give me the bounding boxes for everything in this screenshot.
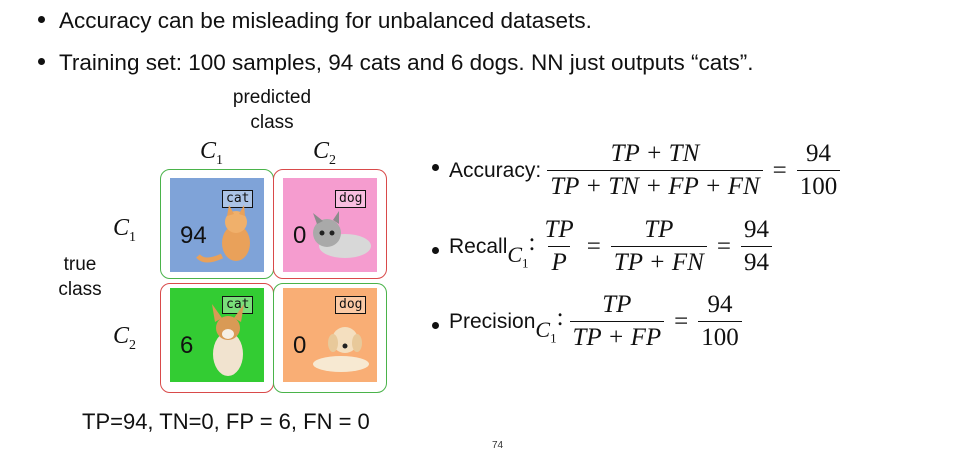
accuracy-numerator: TP + TN [608, 140, 703, 170]
recall-fraction-1: TP P [542, 216, 577, 277]
recall-class-subscript: C1 [507, 242, 528, 271]
predicted-label-line1: predicted [212, 85, 332, 110]
row-header-c1: C1 [113, 215, 136, 246]
red-frame-c1-c2 [273, 169, 387, 279]
accuracy-fraction: TP + TN TP + TN + FP + FN [547, 140, 762, 201]
true-label-line1: true [40, 252, 120, 277]
recall-result-numerator: 94 [741, 216, 772, 246]
recall-f1-denominator: P [548, 246, 569, 277]
precision-result-denominator: 100 [698, 321, 742, 352]
true-label-line2: class [40, 277, 120, 302]
bullet-dot [432, 322, 439, 329]
green-frame-c2-c2 [273, 283, 387, 393]
bullet-accuracy-misleading: Accuracy can be misleading for unbalance… [38, 8, 592, 34]
recall-label: Recall [449, 235, 507, 259]
precision-label: Precision [449, 310, 535, 334]
accuracy-result-denominator: 100 [797, 170, 841, 201]
red-frame-c2-c1 [160, 283, 274, 393]
precision-class-subscript: C1 [535, 317, 556, 346]
true-class-label: true class [40, 252, 120, 302]
predicted-label-line2: class [212, 110, 332, 135]
confusion-summary: TP=94, TN=0, FP = 6, FN = 0 [82, 409, 370, 435]
green-frame-c1-c1 [160, 169, 274, 279]
recall-result-denominator: 94 [741, 246, 772, 277]
column-header-c2: C2 [313, 138, 336, 169]
precision-result: 94 100 [698, 291, 742, 352]
accuracy-label: Accuracy: [449, 159, 541, 183]
precision-result-numerator: 94 [705, 291, 736, 321]
precision-formula: Precision C1 : TP TP + FP = 94 100 [432, 291, 748, 352]
bullet-text: Accuracy can be misleading for unbalance… [59, 8, 592, 33]
recall-result: 94 94 [741, 216, 772, 277]
precision-colon: : [557, 304, 564, 332]
bullet-dot [432, 247, 439, 254]
recall-f2-numerator: TP [641, 216, 676, 246]
recall-fraction-2: TP TP + FN [611, 216, 707, 277]
bullet-dot [38, 58, 45, 65]
accuracy-result: 94 100 [797, 140, 841, 201]
precision-denominator: TP + FP [570, 321, 665, 352]
page-number: 74 [492, 440, 503, 451]
row-header-c2: C2 [113, 323, 136, 354]
precision-fraction: TP TP + FP [570, 291, 665, 352]
equals-sign: = [717, 233, 731, 261]
bullet-text: Training set: 100 samples, 94 cats and 6… [59, 50, 754, 75]
recall-formula: Recall C1 : TP P = TP TP + FN = 94 94 [432, 216, 778, 277]
recall-f1-numerator: TP [542, 216, 577, 246]
accuracy-result-numerator: 94 [803, 140, 834, 170]
precision-numerator: TP [599, 291, 634, 321]
bullet-dot [432, 164, 439, 171]
column-header-c1: C1 [200, 138, 223, 169]
accuracy-formula: Accuracy: TP + TN TP + TN + FP + FN = 94… [432, 140, 846, 201]
bullet-dot [38, 16, 45, 23]
accuracy-denominator: TP + TN + FP + FN [547, 170, 762, 201]
predicted-class-label: predicted class [212, 85, 332, 135]
equals-sign: = [674, 308, 688, 336]
equals-sign: = [587, 233, 601, 261]
recall-f2-denominator: TP + FN [611, 246, 707, 277]
recall-colon: : [529, 229, 536, 257]
equals-sign: = [773, 157, 787, 185]
bullet-training-set: Training set: 100 samples, 94 cats and 6… [38, 50, 754, 76]
